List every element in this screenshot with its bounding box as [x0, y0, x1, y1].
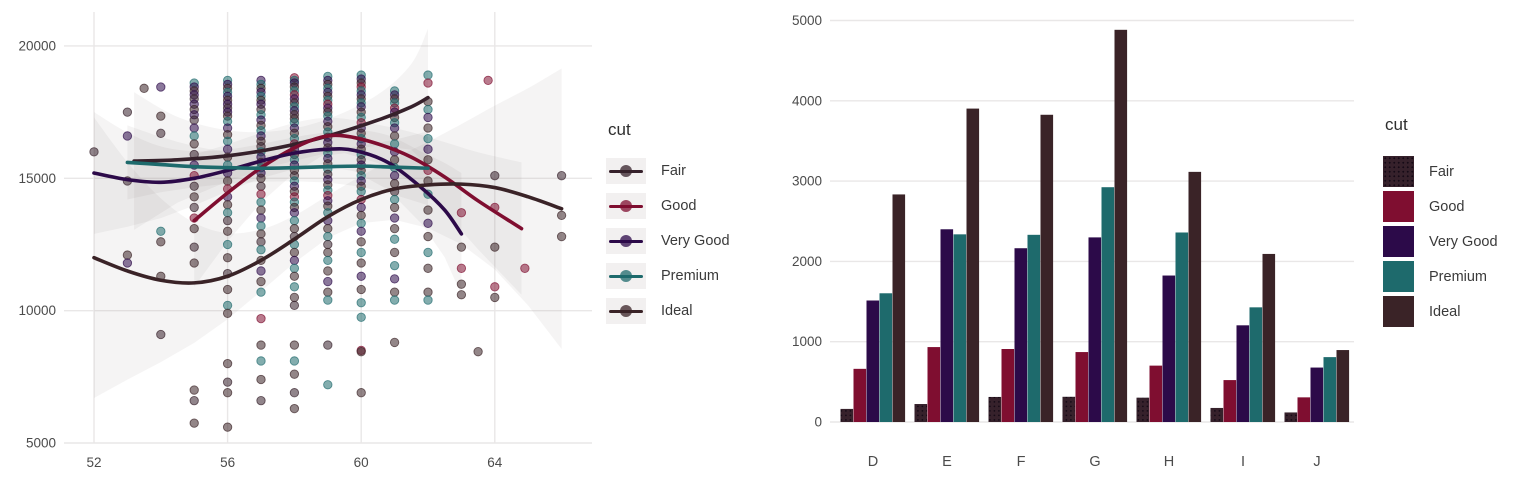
svg-text:3000: 3000 — [792, 174, 822, 189]
legend-label-ideal: Ideal — [661, 303, 693, 319]
svg-text:D: D — [868, 454, 878, 470]
svg-text:64: 64 — [487, 455, 503, 470]
svg-text:5000: 5000 — [792, 13, 822, 28]
bar-group-E — [914, 108, 980, 422]
legend-label-good: Good — [1429, 198, 1465, 215]
ideal-swatch-icon — [1383, 296, 1414, 327]
bar-group-H — [1136, 171, 1202, 422]
legend-item-ideal: Ideal — [1383, 296, 1498, 327]
legend-item-fair: Fair — [606, 158, 730, 184]
bar-legend: cut Fair Good Very Good Premium Ideal — [1383, 115, 1498, 331]
svg-text:52: 52 — [86, 455, 101, 470]
very-good-line-key-icon — [606, 228, 646, 254]
svg-text:G: G — [1089, 454, 1100, 470]
bar-groups — [840, 29, 1350, 423]
legend-label-premium: Premium — [1429, 268, 1488, 285]
very-good-swatch-icon — [1383, 226, 1414, 257]
premium-swatch-icon — [1383, 261, 1414, 292]
scatter-legend-title: cut — [608, 120, 631, 139]
scatter-axis-labels: 5000 10000 15000 20000 52 56 60 64 — [18, 38, 502, 470]
legend-label-ideal: Ideal — [1429, 303, 1461, 320]
svg-text:4000: 4000 — [792, 93, 822, 108]
bar-group-J — [1284, 350, 1350, 422]
scatter-legend: cut Fair Good Very Good Premium Ideal — [606, 120, 730, 333]
legend-item-very-good: Very Good — [606, 228, 730, 254]
svg-text:15000: 15000 — [18, 171, 56, 186]
svg-text:20000: 20000 — [18, 38, 56, 53]
bar-group-F — [988, 114, 1054, 422]
legend-item-good: Good — [606, 193, 730, 219]
svg-text:I: I — [1241, 454, 1245, 470]
bar-chart-cut-counts: 0 1000 2000 3000 4000 5000 D E F G H I J — [792, 13, 1354, 470]
premium-line-key-icon — [606, 263, 646, 289]
legend-item-premium: Premium — [606, 263, 730, 289]
bar-axis-labels: 0 1000 2000 3000 4000 5000 D E F G H I J — [792, 13, 1321, 470]
good-line-key-icon — [606, 193, 646, 219]
svg-text:56: 56 — [220, 455, 235, 470]
svg-text:0: 0 — [814, 415, 822, 430]
ideal-line-key-icon — [606, 298, 646, 324]
svg-text:E: E — [942, 454, 952, 470]
legend-item-fair: Fair — [1383, 156, 1498, 187]
legend-item-very-good: Very Good — [1383, 226, 1498, 257]
legend-label-premium: Premium — [661, 268, 720, 284]
bar-legend-title: cut — [1385, 115, 1408, 134]
good-swatch-icon — [1383, 191, 1414, 222]
svg-text:2000: 2000 — [792, 254, 822, 269]
svg-text:F: F — [1017, 454, 1026, 470]
legend-item-ideal: Ideal — [606, 298, 730, 324]
bar-group-D — [840, 194, 906, 422]
svg-text:J: J — [1313, 454, 1320, 470]
svg-text:60: 60 — [354, 455, 369, 470]
legend-label-very-good: Very Good — [661, 233, 730, 249]
legend-label-good: Good — [661, 198, 697, 214]
legend-label-fair: Fair — [1429, 163, 1454, 180]
fair-line-key-icon — [606, 158, 646, 184]
legend-item-premium: Premium — [1383, 261, 1498, 292]
legend-item-good: Good — [1383, 191, 1498, 222]
scatter-plot-depth-price: 5000 10000 15000 20000 52 56 60 64 — [18, 12, 592, 470]
svg-text:1000: 1000 — [792, 334, 822, 349]
svg-text:5000: 5000 — [26, 436, 56, 451]
svg-text:H: H — [1164, 454, 1174, 470]
legend-label-fair: Fair — [661, 163, 686, 179]
svg-text:10000: 10000 — [18, 303, 56, 318]
bar-group-G — [1062, 29, 1128, 423]
fair-swatch-icon — [1383, 156, 1414, 187]
legend-label-very-good: Very Good — [1429, 233, 1498, 250]
smooth-lines — [92, 95, 564, 285]
bar-group-I — [1210, 253, 1276, 422]
